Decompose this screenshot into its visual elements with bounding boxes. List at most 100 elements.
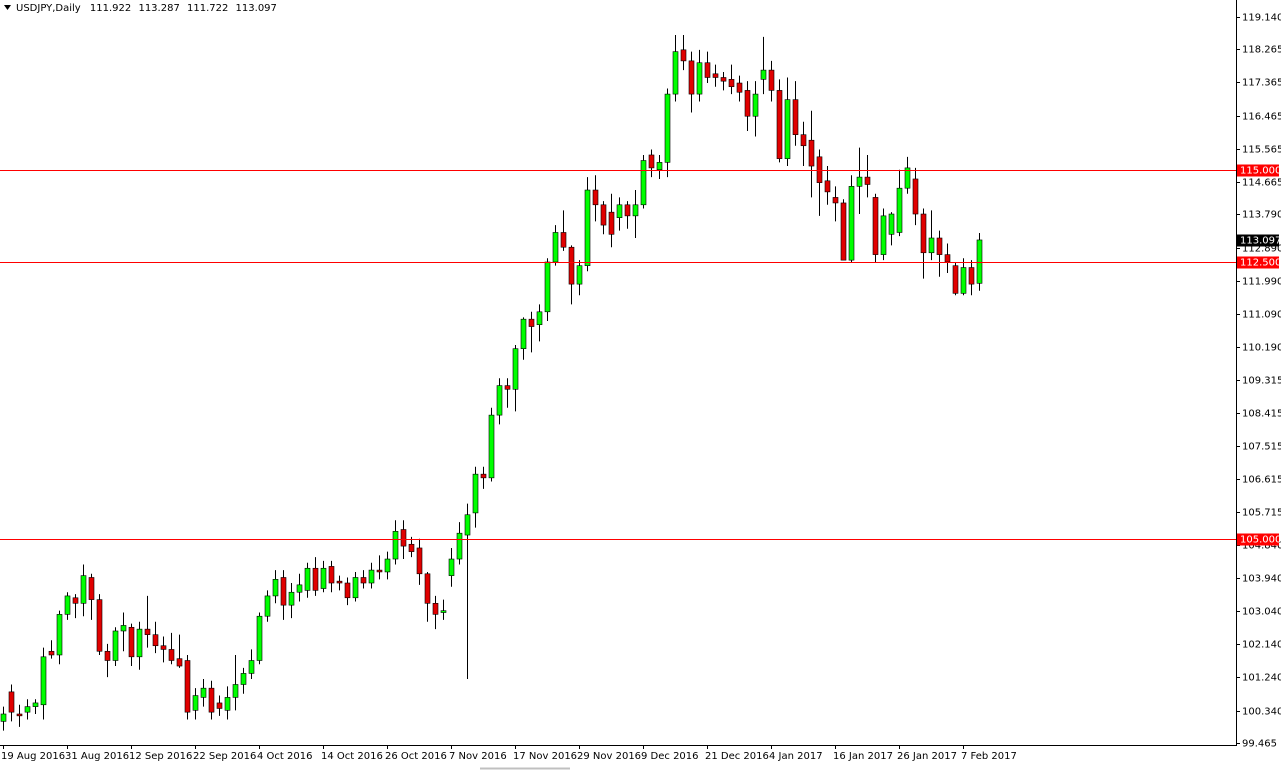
y-tick-label: 110.190 <box>1242 343 1281 354</box>
bear-candle-body <box>568 246 575 285</box>
y-tick-label: 118.265 <box>1242 45 1281 56</box>
bull-candle-body <box>672 51 679 95</box>
bear-candle-body <box>184 660 191 713</box>
bear-candle-body <box>608 211 615 235</box>
bull-candle-body <box>24 706 31 713</box>
bull-candle-body <box>320 567 327 589</box>
bull-candle-body <box>512 348 519 390</box>
x-tick-label: 7 Feb 2017 <box>961 751 1017 762</box>
bull-candle-body <box>576 265 583 285</box>
bear-candle-body <box>416 547 423 575</box>
bear-candle-body <box>744 90 751 117</box>
bull-candle-body <box>656 162 663 171</box>
bear-candle-body <box>648 154 655 169</box>
level-label: 112.500 <box>1240 258 1281 269</box>
y-tick-label: 111.090 <box>1242 310 1281 321</box>
x-tick-label: 26 Jan 2017 <box>897 751 957 762</box>
bear-candle-body <box>720 77 727 82</box>
x-tick-label: 9 Dec 2016 <box>641 751 699 762</box>
x-tick-label: 17 Nov 2016 <box>513 751 577 762</box>
bull-candle-body <box>448 558 455 576</box>
bear-candle-body <box>840 202 847 261</box>
y-tick-label: 105.715 <box>1242 508 1281 519</box>
bear-candle-body <box>952 265 959 294</box>
bull-candle-body <box>232 684 239 698</box>
bear-candle-body <box>208 687 215 713</box>
bull-candle-body <box>32 702 39 707</box>
bull-candle-body <box>752 93 759 117</box>
bear-candle-body <box>968 267 975 285</box>
bear-candle-body <box>16 713 23 717</box>
bull-candle-body <box>224 697 231 711</box>
bear-candle-body <box>768 69 775 91</box>
bull-candle-body <box>304 567 311 591</box>
bull-candle-body <box>904 167 911 189</box>
bull-candle-body <box>80 575 87 604</box>
bull-candle-body <box>976 239 983 284</box>
bear-candle-body <box>168 649 175 661</box>
bull-candle-body <box>296 584 303 593</box>
bull-candle-body <box>928 237 935 254</box>
bull-candle-body <box>616 204 623 219</box>
y-tick-label: 114.665 <box>1242 178 1281 189</box>
bear-candle-body <box>48 650 55 656</box>
bear-candle-body <box>680 49 687 62</box>
bull-candle-body <box>696 62 703 95</box>
bear-candle-body <box>216 702 223 709</box>
bull-candle-body <box>240 673 247 685</box>
bull-candle-body <box>584 189 591 266</box>
x-tick-label: 12 Sep 2016 <box>129 751 192 762</box>
bear-candle-body <box>920 213 927 254</box>
y-tick-label: 106.615 <box>1242 475 1281 486</box>
y-tick-label: 107.515 <box>1242 442 1281 453</box>
bull-candle-body <box>760 69 767 80</box>
bull-candle-body <box>664 93 671 163</box>
bull-candle-body <box>120 625 127 632</box>
bear-candle-body <box>912 178 919 215</box>
y-tick-label: 100.340 <box>1242 707 1281 718</box>
bear-candle-body <box>424 573 431 604</box>
x-tick-label: 16 Jan 2017 <box>833 751 893 762</box>
y-tick-label: 111.990 <box>1242 277 1281 288</box>
bear-candle-body <box>704 62 711 78</box>
bull-candle-body <box>264 595 271 617</box>
bear-candle-body <box>792 99 799 135</box>
bull-candle-body <box>248 660 255 674</box>
bull-candle-body <box>456 532 463 560</box>
y-tick-label: 103.040 <box>1242 607 1281 618</box>
bear-candle-body <box>328 566 335 584</box>
y-tick-label: 103.940 <box>1242 574 1281 585</box>
x-tick-label: 26 Oct 2016 <box>385 751 447 762</box>
bear-candle-body <box>560 232 567 248</box>
y-tick-label: 115.565 <box>1242 145 1281 156</box>
bear-candle-body <box>344 582 351 599</box>
bull-candle-body <box>192 695 199 711</box>
bull-candle-body <box>632 204 639 217</box>
y-tick-label: 113.790 <box>1242 210 1281 221</box>
bull-candle-body <box>40 656 47 706</box>
bull-candle-body <box>392 531 399 560</box>
bear-candle-body <box>144 628 151 635</box>
bull-candle-body <box>256 615 263 661</box>
bull-candle-body <box>856 176 863 187</box>
bull-candle-body <box>544 261 551 313</box>
bear-candle-body <box>408 543 415 552</box>
bear-candle-body <box>624 204 631 217</box>
menu-arrow <box>4 5 11 10</box>
bear-candle-body <box>936 237 943 255</box>
x-tick-label: 21 Dec 2016 <box>705 751 769 762</box>
bear-candle-body <box>72 597 79 604</box>
x-tick-label: 22 Sep 2016 <box>193 751 256 762</box>
bear-candle-body <box>280 577 287 606</box>
bear-candle-body <box>400 529 407 547</box>
level-label: 105.000 <box>1240 535 1281 546</box>
bear-candle-body <box>360 577 367 584</box>
bear-candle-body <box>176 658 183 667</box>
bear-candle-body <box>88 577 95 600</box>
bear-candle-body <box>152 634 159 647</box>
bull-candle-body <box>288 591 295 606</box>
bear-candle-body <box>96 599 103 652</box>
bear-candle-body <box>944 254 951 263</box>
